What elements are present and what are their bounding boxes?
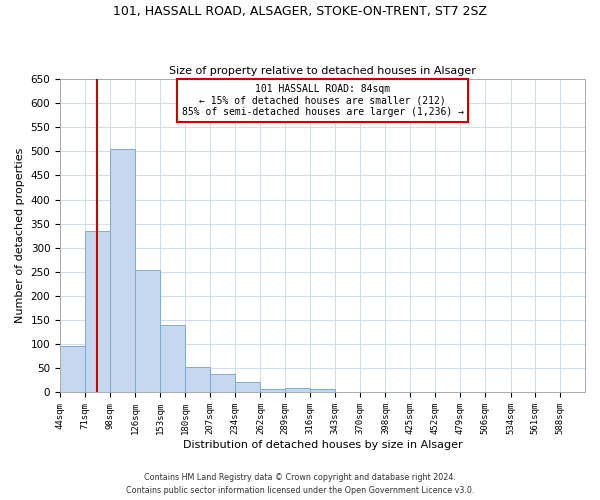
Bar [136,270,160,392]
Bar [110,149,136,392]
Bar [235,382,260,392]
Bar [260,389,285,392]
Text: 101, HASSALL ROAD, ALSAGER, STOKE-ON-TRENT, ST7 2SZ: 101, HASSALL ROAD, ALSAGER, STOKE-ON-TRE… [113,5,487,18]
Y-axis label: Number of detached properties: Number of detached properties [15,148,25,324]
Title: Size of property relative to detached houses in Alsager: Size of property relative to detached ho… [169,66,476,76]
Text: Contains HM Land Registry data © Crown copyright and database right 2024.
Contai: Contains HM Land Registry data © Crown c… [126,474,474,495]
Bar [60,346,85,393]
Bar [185,367,210,392]
Bar [210,374,235,392]
Bar [160,325,185,392]
Bar [85,231,110,392]
Text: 101 HASSALL ROAD: 84sqm
← 15% of detached houses are smaller (212)
85% of semi-d: 101 HASSALL ROAD: 84sqm ← 15% of detache… [182,84,464,117]
X-axis label: Distribution of detached houses by size in Alsager: Distribution of detached houses by size … [183,440,463,450]
Bar [285,388,310,392]
Bar [310,389,335,392]
